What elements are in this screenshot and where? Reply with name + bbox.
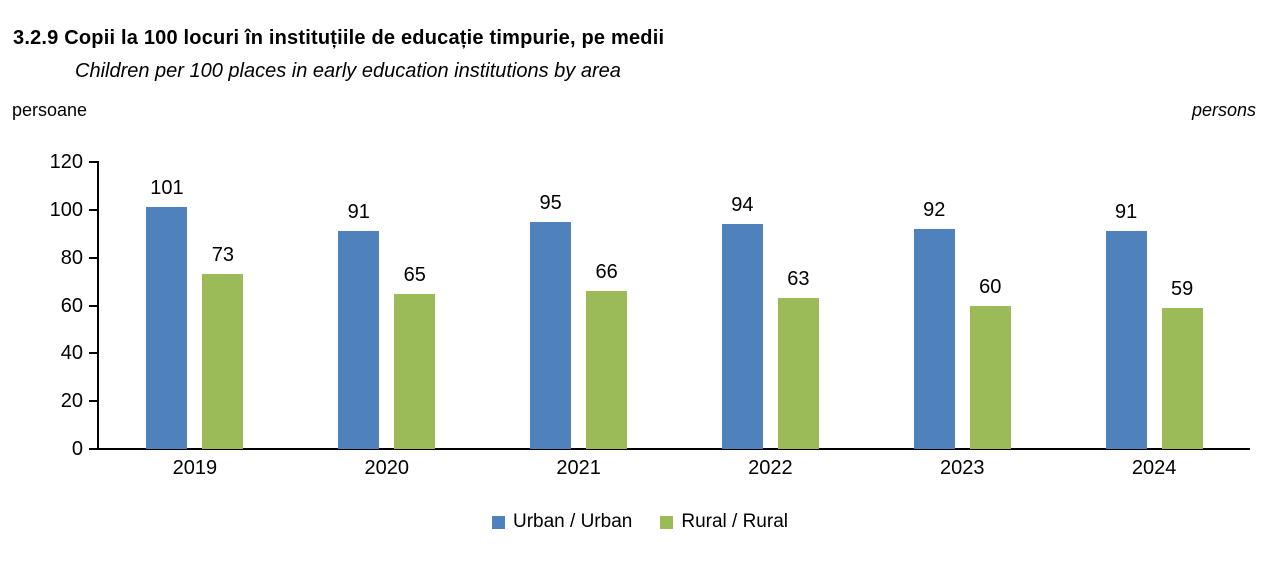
bar-value-label: 91 bbox=[347, 201, 370, 224]
bar-value-label: 94 bbox=[731, 194, 754, 217]
bar-rural-2021 bbox=[586, 291, 628, 449]
legend-item-rural: Rural / Rural bbox=[660, 511, 788, 533]
y-axis-tick-label: 40 bbox=[60, 342, 83, 365]
bar-urban-2020 bbox=[338, 231, 380, 449]
x-axis-label-2020: 2020 bbox=[364, 457, 410, 479]
chart-subtitle: Children per 100 places in early educati… bbox=[75, 60, 621, 82]
y-axis-tick-label: 20 bbox=[60, 390, 83, 413]
y-axis-tick-label: 60 bbox=[60, 294, 83, 317]
bar-rural-2022 bbox=[777, 298, 819, 449]
y-axis-tick-label: 80 bbox=[60, 246, 83, 269]
x-axis-line bbox=[97, 448, 1250, 450]
bar-value-label: 63 bbox=[787, 268, 810, 291]
bar-value-label: 73 bbox=[211, 244, 235, 267]
bar-urban-2023 bbox=[913, 228, 955, 449]
y-axis-tick bbox=[89, 256, 97, 259]
y-axis-tick bbox=[89, 304, 97, 307]
bar-urban-2022 bbox=[721, 224, 763, 449]
bar-value-label: 101 bbox=[150, 177, 184, 200]
y-axis-tick bbox=[89, 448, 97, 450]
legend-item-urban: Urban / Urban bbox=[492, 511, 632, 533]
bar-urban-2019 bbox=[146, 207, 188, 449]
y-axis-tick bbox=[89, 400, 97, 403]
legend-label: Rural / Rural bbox=[681, 511, 788, 532]
y-axis-tick-label: 100 bbox=[49, 198, 83, 221]
bar-rural-2019 bbox=[202, 274, 244, 449]
y-axis-tick-label: 0 bbox=[71, 438, 83, 460]
bar-value-label: 66 bbox=[595, 261, 618, 284]
bar-value-label: 92 bbox=[923, 198, 946, 221]
y-axis-tick-label: 120 bbox=[49, 151, 83, 173]
x-axis-label-2024: 2024 bbox=[1131, 457, 1177, 479]
bar-rural-2020 bbox=[394, 293, 436, 449]
legend-swatch-icon bbox=[492, 515, 505, 529]
legend: Urban / Urban Rural / Rural bbox=[0, 511, 1280, 533]
y-axis-tick bbox=[89, 161, 97, 163]
bar-rural-2024 bbox=[1161, 307, 1203, 449]
legend-label: Urban / Urban bbox=[513, 511, 633, 532]
y-unit-label-left: persoane bbox=[12, 100, 88, 120]
bar-urban-2024 bbox=[1105, 231, 1147, 449]
y-unit-label-right: persons bbox=[1191, 100, 1256, 120]
bar-value-label: 60 bbox=[979, 275, 1002, 298]
bar-value-label: 95 bbox=[539, 191, 562, 214]
bar-urban-2021 bbox=[530, 221, 572, 449]
y-axis-tick bbox=[89, 208, 97, 211]
x-axis-label-2019: 2019 bbox=[172, 457, 218, 479]
x-axis-label-2022: 2022 bbox=[748, 457, 793, 479]
bar-value-label: 59 bbox=[1170, 277, 1194, 300]
bar-value-label: 91 bbox=[1114, 201, 1138, 224]
y-axis-tick bbox=[89, 352, 97, 355]
x-axis-label-2023: 2023 bbox=[940, 457, 985, 479]
chart-title: 3.2.9 Copii la 100 locuri în instituțiil… bbox=[13, 27, 665, 49]
bar-rural-2023 bbox=[969, 305, 1011, 449]
bar-value-label: 65 bbox=[403, 263, 426, 286]
x-axis-label-2021: 2021 bbox=[556, 457, 601, 479]
legend-swatch-icon bbox=[660, 515, 674, 529]
y-axis-line bbox=[97, 161, 99, 450]
